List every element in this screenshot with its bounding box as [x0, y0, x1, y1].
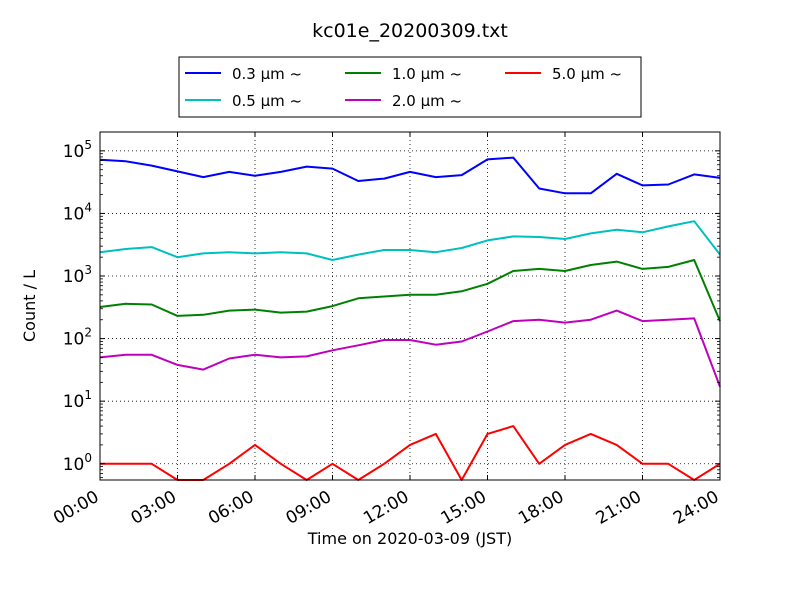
y-tick-label: 101	[63, 388, 92, 412]
chart-title: kc01e_20200309.txt	[312, 20, 508, 42]
y-tick-label: 103	[63, 263, 92, 287]
series-line-1	[99, 220, 721, 261]
y-tick-label: 105	[63, 138, 92, 162]
x-tick-label: 24:00	[670, 487, 722, 529]
x-tick-label: 18:00	[515, 487, 567, 529]
y-tick-label: 100	[63, 451, 92, 475]
ticks: 00:00 03:00 06:00 09:00 12:00 15:00 18:00 21:00…	[50, 131, 723, 529]
x-tick-label: 00:00	[50, 487, 102, 529]
grid	[100, 132, 720, 480]
legend-label: 5.0 μm ~	[552, 65, 622, 83]
legend-box	[178, 56, 642, 118]
y-axis-title: Count / L	[20, 270, 39, 342]
legend-label: 0.5 μm ~	[232, 92, 302, 110]
y-tick-label: 102	[63, 326, 92, 350]
x-tick-label: 12:00	[360, 487, 412, 529]
series-line-4	[100, 425, 721, 481]
series-line-3	[99, 309, 721, 388]
legend: 0.3 μm ~ 1.0 μm ~ 5.0 μm ~ 0.5 μm ~ 2.0 μm ~	[178, 56, 642, 118]
legend-label: 2.0 μm ~	[392, 92, 462, 110]
y-tick-label: 104	[63, 200, 92, 224]
x-tick-label: 15:00	[438, 487, 490, 529]
x-axis-title: Time on 2020-03-09 (JST)	[307, 529, 512, 548]
x-tick-label: 09:00	[283, 487, 335, 529]
legend-label: 0.3 μm ~	[232, 65, 302, 83]
series-line-0	[99, 156, 721, 195]
legend-label: 1.0 μm ~	[392, 65, 462, 83]
series-group	[99, 156, 721, 481]
x-tick-label: 21:00	[593, 487, 645, 529]
x-tick-label: 03:00	[128, 487, 180, 529]
series-line-2	[99, 259, 721, 322]
x-tick-label: 06:00	[205, 487, 257, 529]
